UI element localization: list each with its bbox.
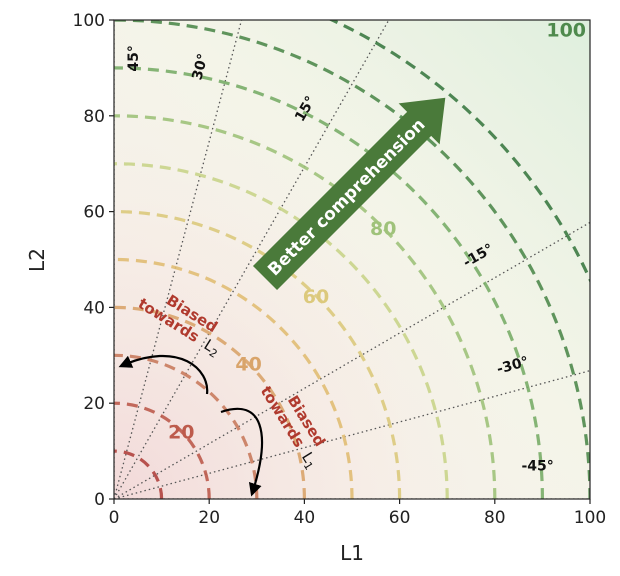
x-tick-label-4: 80 bbox=[484, 508, 506, 528]
contour-label-80: 80 bbox=[370, 218, 396, 240]
x-tick-label-0: 0 bbox=[109, 508, 120, 528]
angle-label-5: -45° bbox=[521, 458, 553, 474]
angle-line-4 bbox=[114, 369, 590, 499]
contour-label-60: 60 bbox=[303, 286, 329, 308]
axis-ticks: 0 20 40 60 80 100 0 20 40 60 80 100 bbox=[73, 11, 607, 528]
contour-arc-10 bbox=[114, 449, 164, 499]
contour-arc-50 bbox=[114, 257, 354, 499]
y-tick-label-1: 20 bbox=[83, 394, 105, 414]
biased-l2-arrow bbox=[118, 354, 209, 395]
x-tick-label-3: 60 bbox=[389, 508, 411, 528]
x-axis-label: L1 bbox=[340, 541, 364, 565]
angle-line-3 bbox=[114, 221, 590, 499]
contour-arc-80 bbox=[114, 114, 497, 499]
y-tick-label-0: 0 bbox=[94, 490, 105, 510]
contour-arcs bbox=[114, 20, 590, 499]
contour-arc-70 bbox=[114, 162, 449, 499]
biased-l1-arrow bbox=[220, 407, 264, 497]
contour-arc-30 bbox=[114, 353, 259, 499]
angle-line-2 bbox=[114, 20, 390, 499]
y-tick-label-3: 60 bbox=[83, 203, 105, 223]
angle-lines bbox=[114, 20, 590, 499]
x-tick-label-1: 20 bbox=[198, 508, 220, 528]
contour-label-20: 20 bbox=[168, 421, 194, 443]
y-tick-label-5: 100 bbox=[73, 11, 105, 31]
x-tick-label-2: 40 bbox=[294, 508, 316, 528]
x-tick-label-5: 100 bbox=[574, 508, 606, 528]
plot-frame bbox=[113, 19, 591, 500]
level-labels: 20 40 60 80 100 bbox=[168, 20, 586, 444]
y-axis-label: L2 bbox=[25, 248, 49, 272]
angle-label-1: 30° bbox=[189, 52, 211, 82]
y-tick-label-2: 40 bbox=[83, 298, 105, 318]
contour-arc-40 bbox=[114, 305, 306, 499]
contour-label-100: 100 bbox=[546, 20, 586, 42]
contour-label-40: 40 bbox=[235, 354, 261, 376]
y-tick-label-4: 80 bbox=[83, 107, 105, 127]
plot-background bbox=[114, 20, 590, 499]
contour-arc-60 bbox=[114, 210, 402, 499]
contour-arc-100 bbox=[114, 20, 590, 499]
angle-label-0: 45° bbox=[126, 45, 142, 71]
contour-arc-20 bbox=[114, 401, 211, 499]
